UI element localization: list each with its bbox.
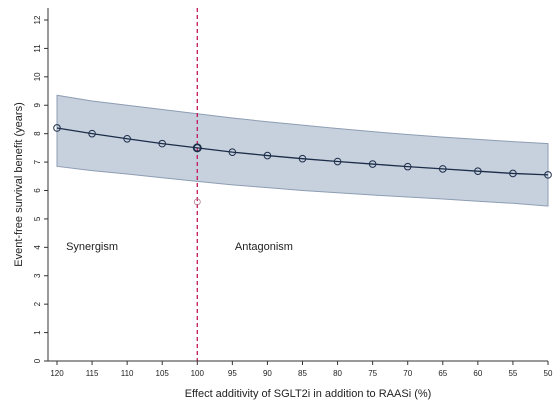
y-tick-label: 9 — [33, 102, 42, 107]
reference-line-layer — [193, 8, 201, 361]
x-tick-label: 110 — [121, 369, 134, 378]
y-tick-label: 11 — [33, 44, 42, 53]
data-point — [123, 134, 131, 143]
x-tick-label: 100 — [191, 369, 205, 378]
data-point — [438, 165, 447, 173]
y-tick-label: 1 — [33, 330, 42, 335]
reference-marker — [193, 198, 201, 206]
annotations: Synergism Antagonism — [66, 241, 293, 253]
y-tick-label: 0 — [33, 358, 42, 363]
y-tick-label: 3 — [33, 273, 42, 278]
y-tick-label: 7 — [33, 159, 42, 164]
series-points-layer — [53, 124, 552, 179]
highlight-point — [192, 143, 202, 153]
x-tick-label: 60 — [473, 369, 482, 378]
y-tick-label: 10 — [33, 72, 42, 81]
data-point — [403, 162, 412, 171]
data-point — [88, 129, 96, 138]
x-tick-label: 70 — [403, 369, 412, 378]
data-point — [474, 167, 482, 175]
x-tick-label: 65 — [438, 369, 447, 378]
x-tick-label: 95 — [228, 369, 237, 378]
y-axis-title: Event-free survival benefit (years) — [13, 102, 25, 266]
data-point — [228, 148, 237, 156]
y-tick-label: 8 — [33, 131, 42, 136]
series-line — [56, 127, 549, 176]
x-tick-label: 80 — [333, 369, 342, 378]
x-tick-label: 120 — [50, 369, 64, 378]
confidence-band — [56, 94, 549, 207]
x-tick-label: 50 — [544, 369, 553, 378]
y-tick-label: 5 — [33, 216, 42, 221]
data-point — [53, 124, 61, 132]
annotation-label: Antagonism — [235, 241, 293, 253]
x-tick-label: 115 — [86, 369, 99, 378]
data-point — [158, 139, 167, 148]
data-point — [298, 154, 307, 163]
data-point — [333, 157, 342, 166]
data-point — [509, 169, 517, 178]
y-tick-label: 6 — [33, 188, 42, 193]
annotation-label: Synergism — [66, 241, 118, 253]
y-tick-label: 4 — [33, 245, 42, 250]
series-line-layer — [56, 127, 549, 176]
x-tick-label: 55 — [508, 369, 517, 378]
x-tick-label: 105 — [156, 369, 170, 378]
x-tick-label: 85 — [298, 369, 307, 378]
confidence-band-layer — [56, 94, 549, 207]
y-tick-label: 2 — [33, 301, 42, 306]
y-tick-label: 12 — [33, 15, 42, 24]
x-axis-title: Effect additivity of SGLT2i in addition … — [185, 388, 432, 400]
x-tick-label: 90 — [263, 369, 272, 378]
data-point — [544, 171, 552, 179]
x-tick-label: 75 — [368, 369, 377, 378]
data-point — [368, 160, 377, 168]
data-point — [263, 151, 272, 160]
